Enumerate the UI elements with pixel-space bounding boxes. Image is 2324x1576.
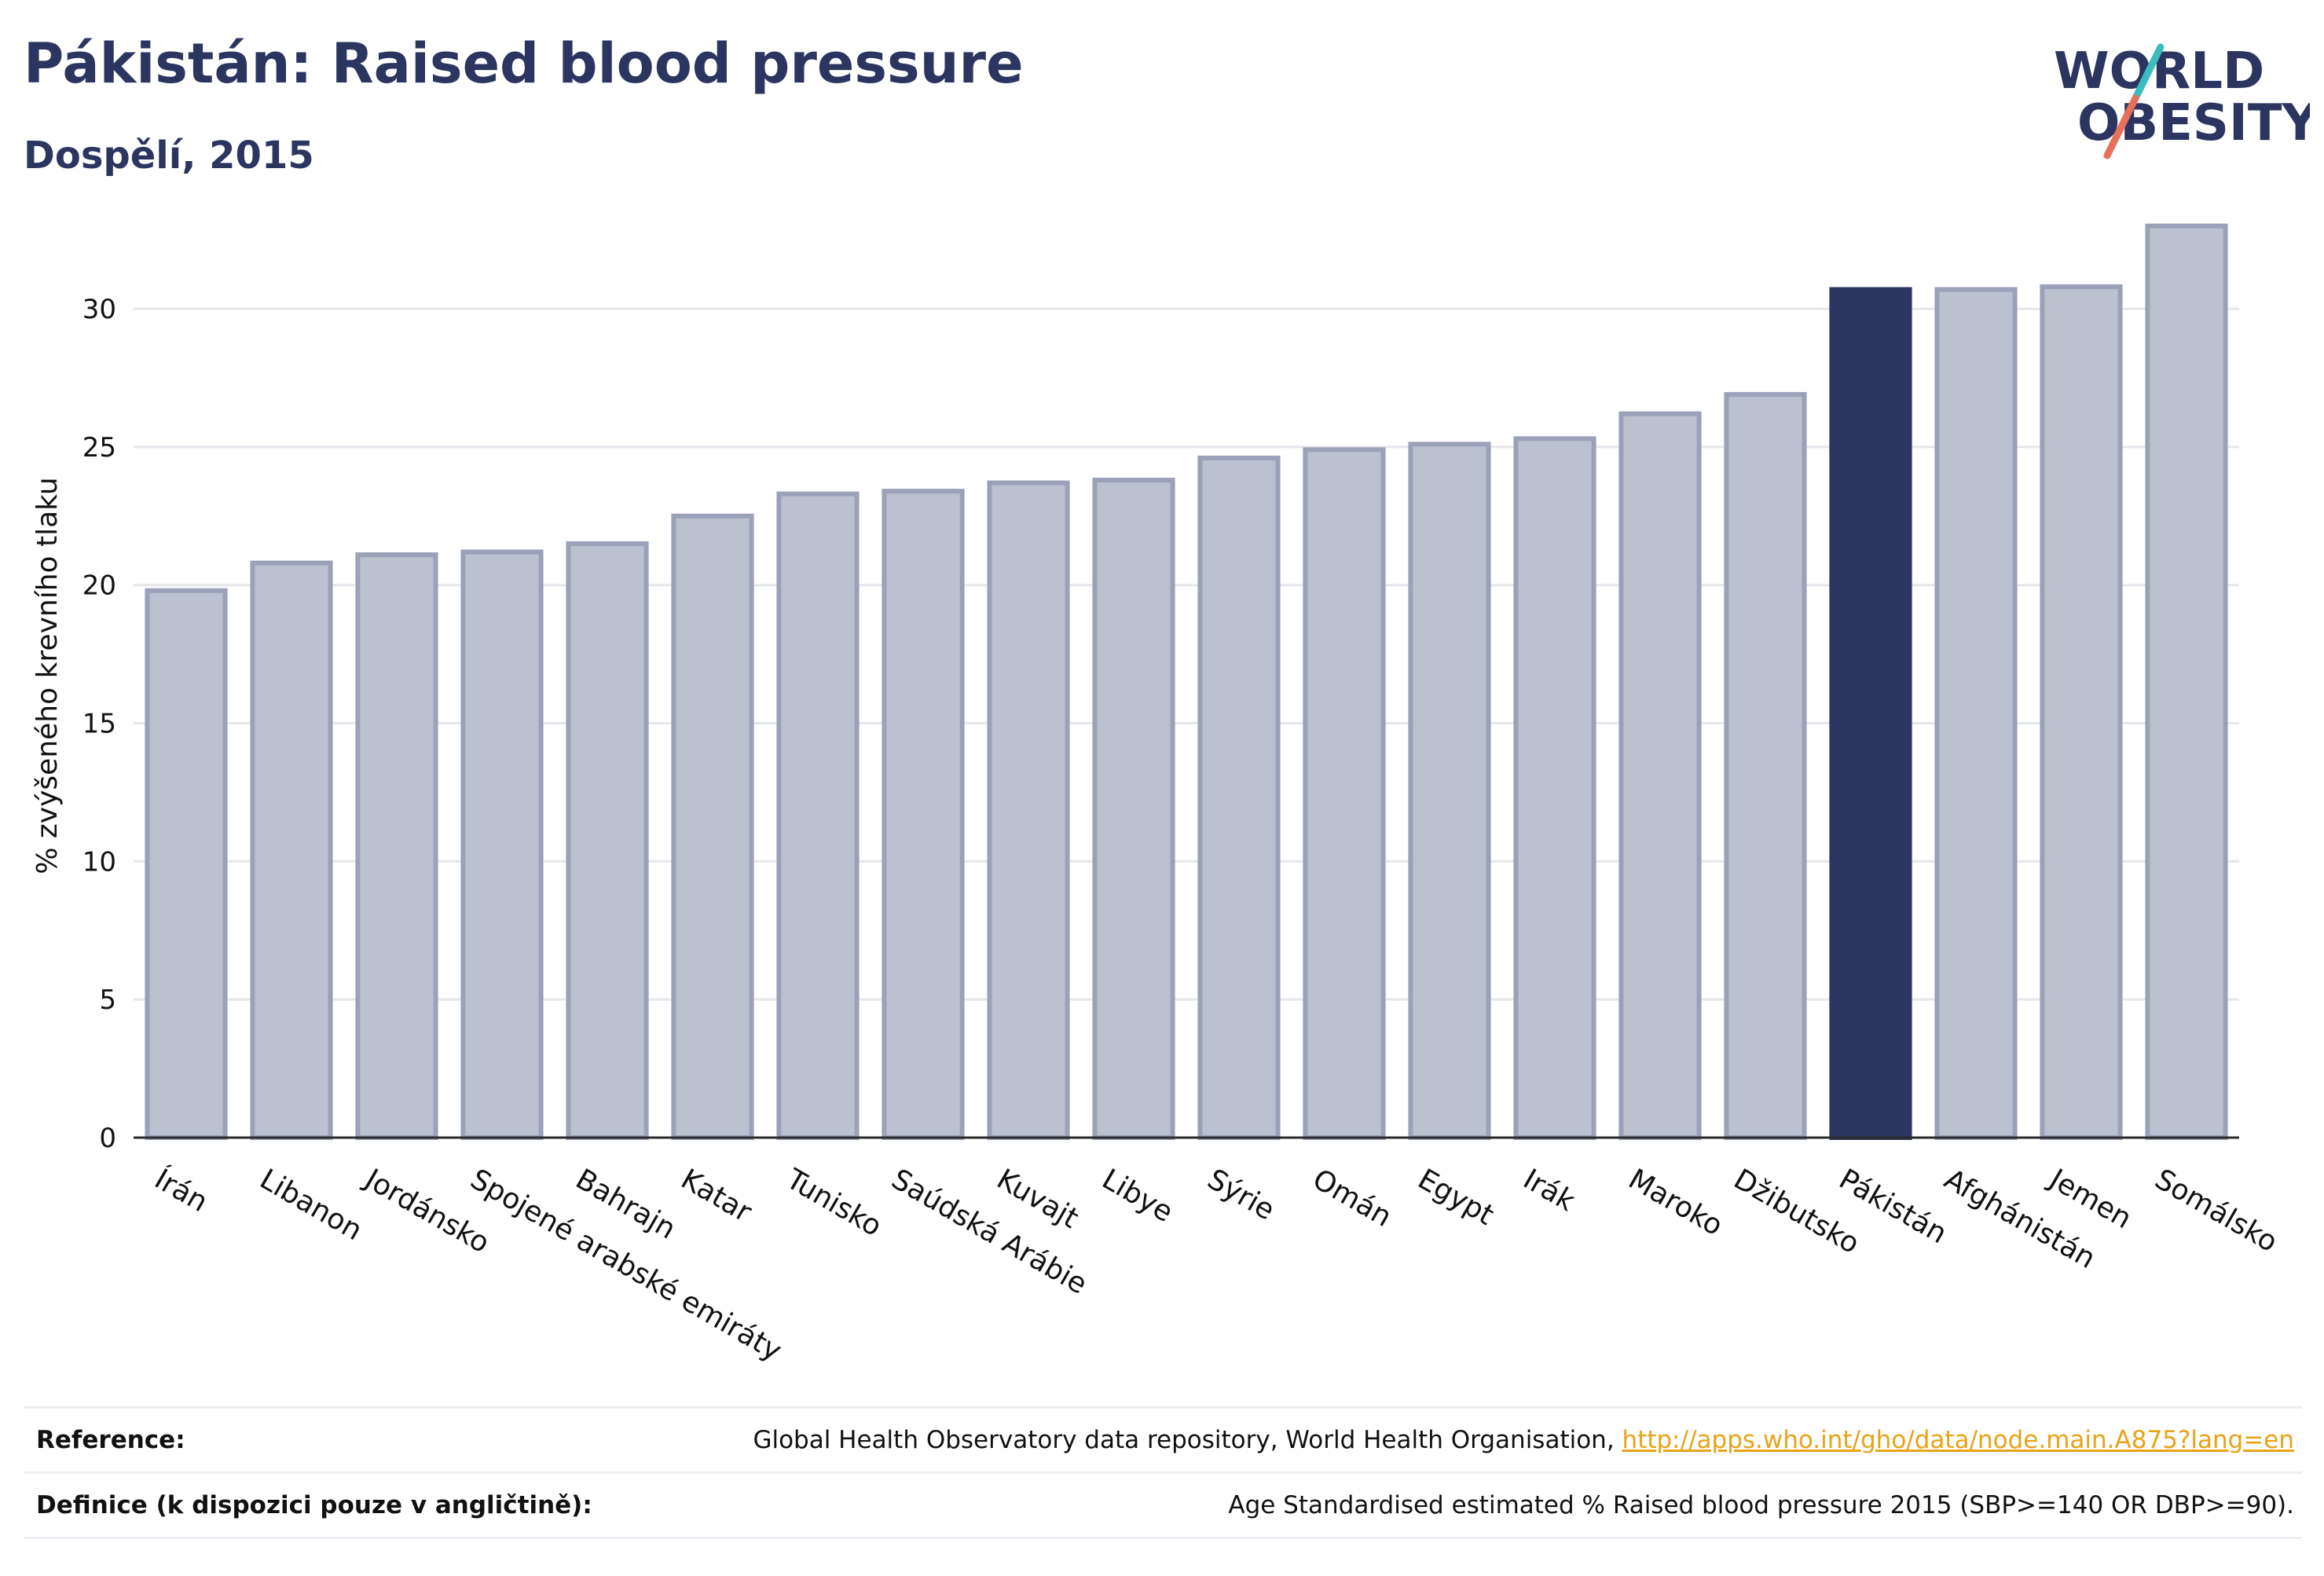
definition-text: Age Standardised estimated % Raised bloo… — [1228, 1491, 2294, 1519]
reference-link[interactable]: http://apps.who.int/gho/data/node.main.A… — [1622, 1426, 2294, 1454]
bar-Omán — [1303, 447, 1386, 1140]
x-tick-label: Sýrie — [1202, 1163, 1280, 1226]
bar-Spojené arabské emiráty — [460, 549, 544, 1140]
x-tick-label: Tunisko — [780, 1163, 887, 1243]
page-subtitle: Dospělí, 2015 — [24, 134, 314, 178]
logo-slash-top — [2132, 43, 2165, 102]
bar-Pákistán — [1829, 287, 1912, 1140]
footer-divider — [24, 1537, 2302, 1539]
bar-Írán — [145, 588, 228, 1140]
x-tick-label: Irák — [1518, 1163, 1581, 1218]
bars — [145, 223, 2228, 1141]
y-tick-labels: 0 5 10 15 20 25 30 — [82, 294, 116, 1154]
y-tick-label: 20 — [82, 570, 116, 602]
bar-Kuvajt — [987, 480, 1070, 1140]
definition-row: Definice (k dispozici pouze v angličtině… — [24, 1472, 2302, 1537]
bar-Saúdská Arábie — [882, 489, 965, 1140]
bar-Libanon — [250, 560, 333, 1140]
x-tick-label: Katar — [676, 1163, 757, 1229]
page-title: Pákistán: Raised blood pressure — [24, 31, 1024, 96]
reference-row: Reference: Global Health Observatory dat… — [24, 1406, 2302, 1472]
x-tick-label: Saúdská Arábie — [886, 1163, 1093, 1300]
y-tick-label: 10 — [82, 846, 116, 878]
bar-Somálsko — [2145, 223, 2228, 1141]
y-tick-label: 5 — [99, 984, 116, 1016]
bar-Egypt — [1408, 442, 1491, 1140]
x-tick-label: Egypt — [1413, 1163, 1499, 1231]
logo-slash-bottom — [2103, 94, 2139, 159]
reference-label: Reference: — [36, 1426, 185, 1454]
y-axis-label: % zvýšeného krevního tlaku — [31, 477, 64, 874]
definition-label: Definice (k dispozici pouze v angličtině… — [36, 1491, 592, 1519]
bar-Jemen — [2040, 284, 2123, 1141]
world-obesity-logo: WORLD OBESITY — [2054, 42, 2310, 159]
reference-text: Global Health Observatory data repositor… — [753, 1426, 1622, 1454]
x-tick-label: Somálsko — [2150, 1163, 2283, 1259]
y-tick-label: 15 — [82, 709, 116, 740]
bar-Libye — [1092, 478, 1175, 1140]
bar-Irák — [1513, 436, 1596, 1140]
x-tick-label: Libanon — [255, 1163, 368, 1247]
bar-Jordánsko — [355, 552, 438, 1140]
x-tick-label: Libye — [1097, 1163, 1178, 1229]
grid-lines — [134, 307, 2239, 1001]
bar-Maroko — [1618, 411, 1702, 1140]
bar-Katar — [671, 513, 754, 1140]
reference-value: Global Health Observatory data repositor… — [753, 1426, 2302, 1454]
bar-Bahrajn — [566, 541, 649, 1140]
x-tick-label: Maroko — [1623, 1163, 1728, 1242]
x-tick-label: Írán — [149, 1163, 214, 1219]
bar-Tunisko — [776, 491, 860, 1140]
y-tick-label: 30 — [82, 294, 116, 325]
bar-Afghánistán — [1934, 287, 2018, 1140]
y-tick-label: 25 — [82, 432, 116, 464]
bar-Sýrie — [1197, 455, 1281, 1140]
bar-Džibutsko — [1724, 392, 1807, 1141]
x-tick-label: Omán — [1307, 1163, 1397, 1233]
y-tick-label: 0 — [99, 1123, 116, 1154]
